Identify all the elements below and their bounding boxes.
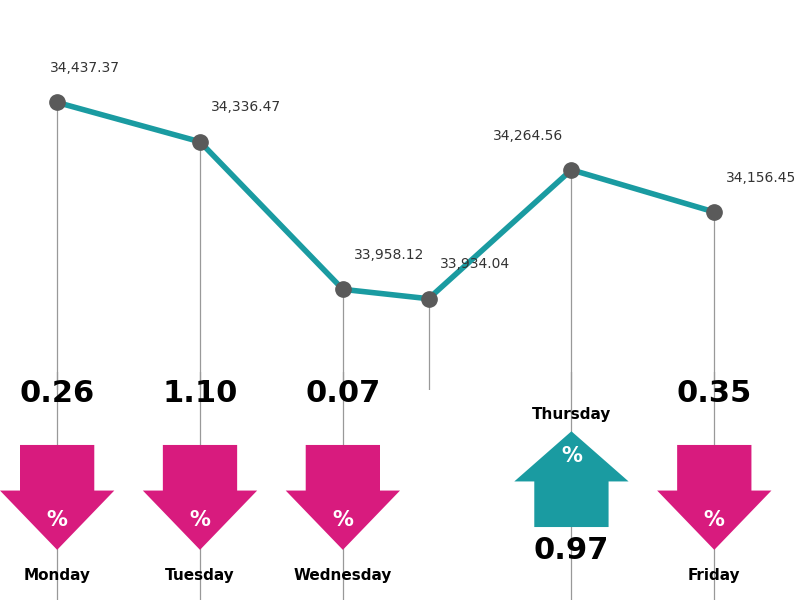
- Polygon shape: [514, 431, 629, 527]
- Text: 34,336.47: 34,336.47: [211, 100, 282, 115]
- Text: Thursday: Thursday: [532, 407, 611, 422]
- Text: 33,934.04: 33,934.04: [440, 257, 510, 271]
- Text: Monday: Monday: [24, 568, 90, 583]
- Text: 34,437.37: 34,437.37: [50, 61, 120, 75]
- Text: Wednesday: Wednesday: [294, 568, 392, 583]
- Polygon shape: [657, 445, 771, 550]
- Text: 1.10: 1.10: [162, 379, 238, 409]
- Polygon shape: [0, 445, 114, 550]
- Text: 0.07: 0.07: [306, 379, 381, 409]
- Text: 0.35: 0.35: [677, 379, 752, 409]
- Polygon shape: [143, 445, 257, 550]
- Text: 33,958.12: 33,958.12: [354, 248, 425, 262]
- Text: 0.97: 0.97: [534, 536, 609, 565]
- Text: Friday: Friday: [688, 568, 741, 583]
- Polygon shape: [286, 445, 400, 550]
- Text: 34,264.56: 34,264.56: [493, 128, 563, 143]
- Text: Tuesday: Tuesday: [165, 568, 235, 583]
- Text: %: %: [46, 510, 67, 530]
- Text: %: %: [704, 510, 725, 530]
- Text: %: %: [333, 510, 354, 530]
- Text: %: %: [561, 446, 582, 466]
- Text: %: %: [190, 510, 210, 530]
- Text: 34,156.45: 34,156.45: [726, 170, 796, 185]
- Text: 0.26: 0.26: [19, 379, 94, 409]
